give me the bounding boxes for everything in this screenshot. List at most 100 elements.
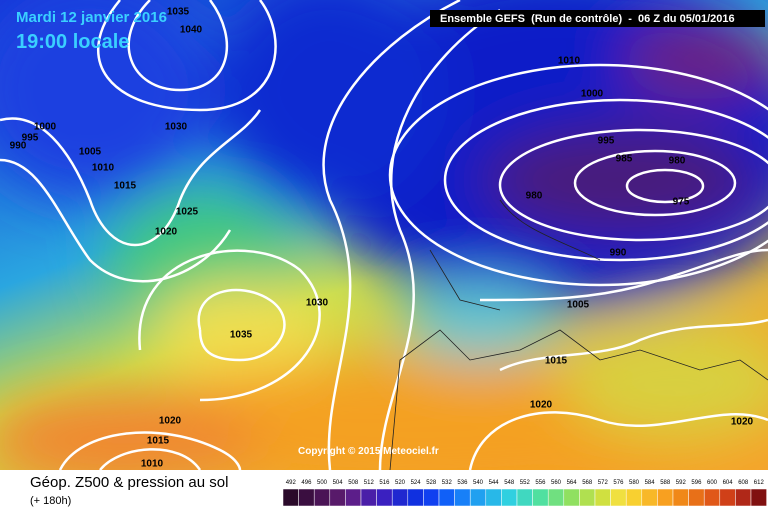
isobar-label: 1015 bbox=[147, 436, 170, 447]
isobar-label: 1010 bbox=[141, 459, 164, 470]
scale-label: 540 bbox=[473, 480, 484, 486]
scale-label: 596 bbox=[691, 480, 702, 486]
scale-swatch bbox=[516, 488, 533, 507]
scale-label: 580 bbox=[629, 480, 640, 486]
isobar-label: 1020 bbox=[530, 400, 553, 411]
scale-swatch bbox=[485, 488, 502, 507]
scale-label: 532 bbox=[442, 480, 453, 486]
scale-label: 608 bbox=[738, 480, 749, 486]
scale-swatch bbox=[610, 488, 627, 507]
isobar-label: 1000 bbox=[34, 122, 57, 133]
map-field: 1035104010009959901005101010151030102510… bbox=[0, 0, 768, 470]
isobar-label: 980 bbox=[669, 156, 686, 167]
footer-title: Géop. Z500 & pression au sol bbox=[30, 474, 228, 491]
scale-swatch bbox=[688, 488, 705, 507]
isobar-label: 1015 bbox=[545, 356, 568, 367]
scale-swatch bbox=[719, 488, 736, 507]
scale-swatch bbox=[532, 488, 549, 507]
scale-label: 496 bbox=[301, 480, 312, 486]
isobar-label: 995 bbox=[22, 133, 39, 144]
scale-swatch bbox=[454, 488, 471, 507]
scale-label: 576 bbox=[613, 480, 624, 486]
scale-label: 504 bbox=[333, 480, 344, 486]
scale-label: 536 bbox=[457, 480, 468, 486]
scale-swatch bbox=[625, 488, 643, 507]
scale-label: 560 bbox=[551, 480, 562, 486]
isobar-label: 1010 bbox=[92, 163, 115, 174]
run-info: Ensemble GEFS (Run de contrôle) - 06 Z d… bbox=[440, 13, 735, 25]
isobar-label: 1020 bbox=[159, 416, 182, 427]
scale-swatch bbox=[501, 488, 518, 507]
isobar-label: 975 bbox=[673, 197, 690, 208]
scale-label: 528 bbox=[426, 480, 437, 486]
scale-label: 512 bbox=[364, 480, 375, 486]
scale-swatch bbox=[469, 488, 487, 507]
scale-label: 508 bbox=[348, 480, 359, 486]
scale-label: 524 bbox=[411, 480, 422, 486]
isobar-label: 1010 bbox=[558, 56, 581, 67]
color-scale: 492 496 500 504 508 512 516 520 524 528 532 536 540 5… bbox=[282, 480, 767, 507]
scale-swatch bbox=[750, 488, 767, 507]
isobar-labels: 1035104010009959901005101010151030102510… bbox=[10, 7, 754, 470]
scale-swatch bbox=[563, 488, 580, 507]
isobar-label: 1020 bbox=[731, 417, 754, 428]
scale-swatch bbox=[641, 488, 658, 507]
scale-swatch bbox=[703, 488, 721, 507]
scale-label: 592 bbox=[676, 480, 687, 486]
isobar-label: 1005 bbox=[79, 147, 102, 158]
time: 19:00 locale bbox=[16, 31, 129, 53]
scale-swatch bbox=[345, 488, 362, 507]
scale-swatch bbox=[735, 488, 752, 507]
date: Mardi 12 janvier 2016 bbox=[16, 9, 167, 26]
scale-swatch bbox=[547, 488, 565, 507]
scale-label: 556 bbox=[535, 480, 546, 486]
coastline bbox=[389, 329, 768, 470]
scale-swatch bbox=[376, 488, 393, 507]
scale-label: 564 bbox=[567, 480, 578, 486]
scale-label: 544 bbox=[489, 480, 500, 486]
scale-swatch bbox=[423, 488, 440, 507]
isobar-label: 985 bbox=[616, 154, 633, 165]
scale-swatch bbox=[329, 488, 346, 507]
scale-swatch bbox=[594, 488, 611, 507]
scale-label: 600 bbox=[707, 480, 718, 486]
scale-label: 500 bbox=[317, 480, 328, 486]
isobar-label: 1005 bbox=[567, 300, 590, 311]
isobar-label: 1015 bbox=[114, 181, 137, 192]
isobar-label: 1040 bbox=[180, 25, 203, 36]
scale-swatch bbox=[438, 488, 455, 507]
isobar-label: 1030 bbox=[165, 122, 188, 133]
scale-label: 568 bbox=[582, 480, 593, 486]
scale-swatch bbox=[360, 488, 377, 507]
isobar-label: 1000 bbox=[581, 89, 604, 100]
scale-swatch bbox=[672, 488, 689, 507]
scale-label: 612 bbox=[754, 480, 765, 486]
isobar-label: 990 bbox=[610, 248, 627, 259]
isobar-label: 1030 bbox=[306, 298, 329, 309]
scale-swatch bbox=[407, 488, 424, 507]
isobar-label: 995 bbox=[598, 136, 615, 147]
scale-label: 520 bbox=[395, 480, 406, 486]
scale-label: 584 bbox=[645, 480, 656, 486]
isobar-label: 990 bbox=[10, 141, 27, 152]
run-box bbox=[430, 10, 765, 27]
coastline bbox=[429, 199, 601, 311]
isobar-label: 1035 bbox=[230, 330, 253, 341]
scale-label: 572 bbox=[598, 480, 609, 486]
scale-swatch bbox=[391, 488, 409, 507]
scale-swatch bbox=[298, 488, 315, 507]
scale-swatch bbox=[313, 488, 331, 507]
isobars bbox=[0, 0, 768, 470]
isobar-label: 1025 bbox=[176, 207, 199, 218]
footer-subtitle: (+ 180h) bbox=[30, 495, 71, 507]
scale-label: 492 bbox=[286, 480, 297, 486]
isobar-label: 980 bbox=[526, 191, 543, 202]
copyright: Copyright © 2015 Meteociel.fr bbox=[298, 446, 439, 457]
isobar-label: 1035 bbox=[167, 7, 190, 18]
scale-label: 552 bbox=[520, 480, 531, 486]
scale-label: 604 bbox=[723, 480, 734, 486]
isobar-label: 1020 bbox=[155, 227, 178, 238]
scale-label: 516 bbox=[379, 480, 390, 486]
scale-swatch bbox=[657, 488, 674, 507]
